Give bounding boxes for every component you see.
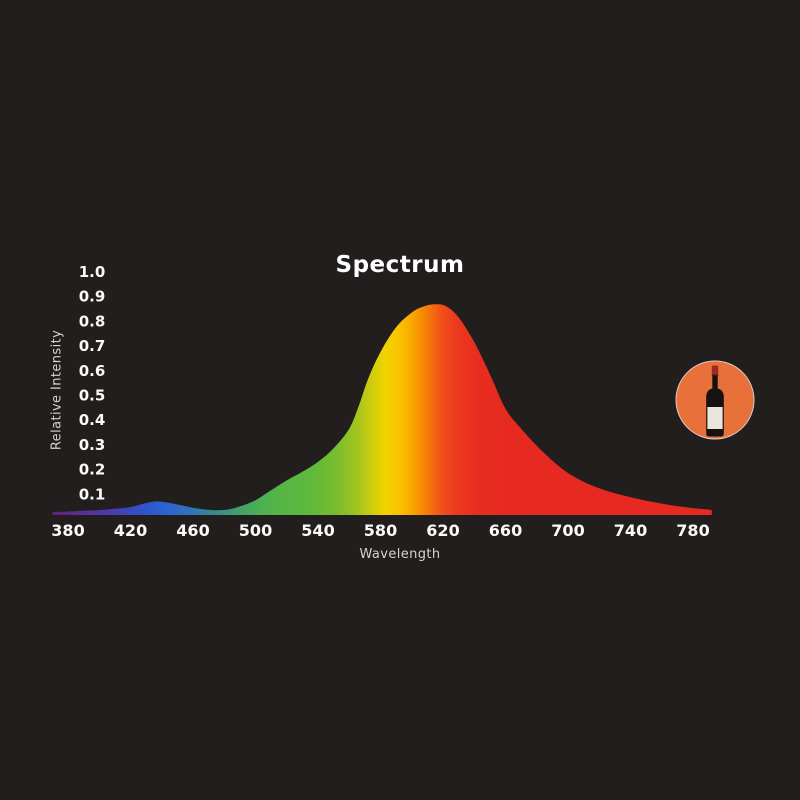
x-tick-label: 380 [51, 521, 84, 540]
y-tick-label: 0.1 [79, 485, 106, 503]
y-tick-label: 0.3 [79, 436, 106, 454]
x-tick-label: 700 [551, 521, 584, 540]
wine-bottle-icon [675, 360, 755, 440]
x-axis-label: Wavelength [359, 547, 441, 562]
x-tick-label: 500 [239, 521, 272, 540]
x-tick-label: 420 [114, 521, 147, 540]
y-axis-label: Relative Intensity [49, 329, 65, 451]
y-tick-label: 0.9 [79, 288, 106, 306]
y-tick-label: 0.2 [79, 461, 106, 479]
x-tick-label: 460 [176, 521, 209, 540]
x-axis-ticks: 380 420 460 500 540 580 620 660 700 740 780 [51, 521, 709, 540]
x-tick-label: 580 [364, 521, 397, 540]
bottle-capsule [711, 365, 719, 377]
y-axis-ticks: 1.0 0.9 0.8 0.7 0.6 0.5 0.4 0.3 0.2 0.1 [79, 263, 106, 503]
x-tick-label: 780 [676, 521, 709, 540]
spectrum-area-curve [52, 304, 712, 515]
x-tick-label: 740 [614, 521, 647, 540]
bottle-label [707, 407, 723, 429]
y-tick-label: 0.5 [79, 387, 106, 405]
x-tick-label: 660 [489, 521, 522, 540]
y-tick-label: 0.6 [79, 362, 106, 380]
y-tick-label: 0.7 [79, 337, 106, 355]
wine-badge-button[interactable] [675, 360, 755, 440]
x-tick-label: 540 [301, 521, 334, 540]
chart-title: Spectrum [335, 252, 465, 278]
y-tick-label: 1.0 [79, 263, 106, 281]
bottle-neck [712, 375, 718, 390]
y-tick-label: 0.4 [79, 411, 106, 429]
bottle-capsule-band [711, 374, 719, 377]
x-tick-label: 620 [426, 521, 459, 540]
y-tick-label: 0.8 [79, 312, 106, 330]
